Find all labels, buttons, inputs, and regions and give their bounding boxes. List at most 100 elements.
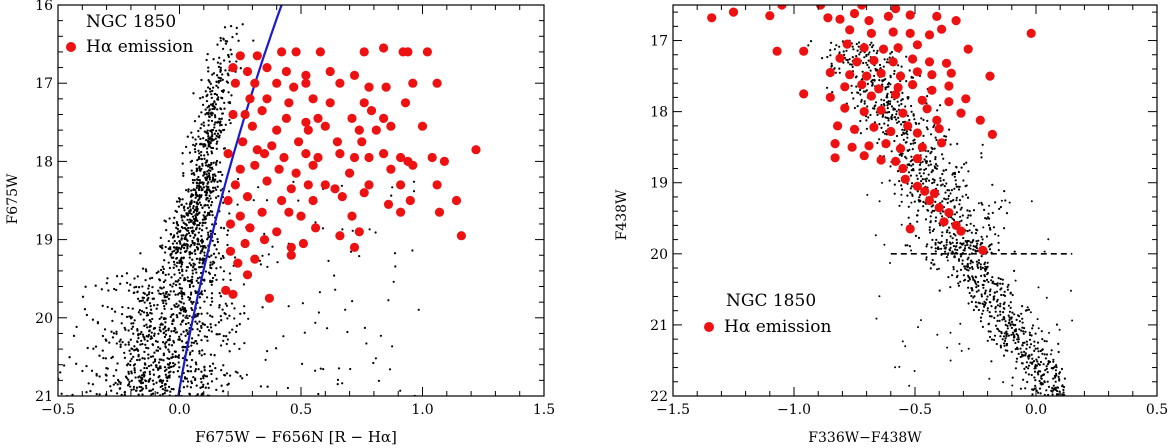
emission-star <box>422 47 432 57</box>
emission-star <box>223 149 233 159</box>
star-point <box>144 401 146 403</box>
star-point <box>222 59 226 62</box>
star-point <box>1045 353 1049 356</box>
star-point <box>198 403 200 405</box>
star-point <box>213 186 217 189</box>
star-point <box>962 236 965 240</box>
star-point <box>202 221 205 225</box>
emission-star <box>396 152 406 163</box>
left-black-stars <box>58 23 420 405</box>
star-point <box>971 275 974 278</box>
star-point <box>198 194 201 197</box>
star-point <box>999 282 1002 285</box>
star-point <box>967 256 970 259</box>
star-point <box>219 69 222 72</box>
star-point <box>193 144 197 147</box>
star-point <box>182 246 186 250</box>
star-point <box>1020 351 1023 354</box>
star-point <box>172 282 175 285</box>
star-point <box>201 248 204 251</box>
emission-star <box>912 181 923 191</box>
star-point <box>181 152 184 155</box>
star-point <box>206 52 209 56</box>
star-point <box>197 156 201 159</box>
star-point <box>1037 391 1040 394</box>
star-point <box>1006 285 1009 288</box>
star-point <box>217 81 220 84</box>
star-point <box>972 296 975 299</box>
star-point <box>207 185 210 189</box>
star-point <box>163 259 166 262</box>
star-point <box>170 330 173 333</box>
star-point <box>910 104 913 108</box>
emission-star <box>311 223 321 233</box>
star-point <box>236 203 239 206</box>
star-point <box>176 227 179 231</box>
star-point <box>931 209 934 212</box>
star-point <box>999 277 1002 281</box>
star-point <box>228 314 231 317</box>
star-point <box>1009 324 1012 327</box>
star-point <box>961 262 964 265</box>
emission-star <box>912 154 923 164</box>
star-point <box>170 276 173 279</box>
star-point <box>139 381 142 384</box>
star-point <box>1062 391 1065 394</box>
star-point <box>875 52 878 55</box>
star-point <box>945 182 948 185</box>
star-point <box>181 346 184 349</box>
star-point <box>211 263 214 266</box>
emission-star <box>859 151 869 161</box>
star-point <box>216 61 220 64</box>
star-point <box>1025 340 1028 343</box>
star-point <box>884 88 887 91</box>
star-point <box>201 224 204 227</box>
star-point <box>202 174 205 177</box>
star-point <box>204 386 207 389</box>
star-point <box>145 294 149 297</box>
star-point <box>161 265 164 268</box>
star-point <box>975 260 979 263</box>
star-point <box>185 359 188 362</box>
emission-star <box>857 5 867 10</box>
star-point <box>172 388 175 391</box>
star-point <box>374 231 377 234</box>
star-point <box>962 179 965 182</box>
star-point <box>261 306 264 309</box>
star-point <box>986 307 990 310</box>
emission-star <box>895 144 906 154</box>
star-point <box>202 214 205 217</box>
left-legend-marker <box>66 42 76 52</box>
star-point <box>1004 199 1007 202</box>
star-point <box>160 312 163 315</box>
star-point <box>213 123 216 126</box>
star-point <box>988 311 991 314</box>
star-point <box>195 142 198 146</box>
star-point <box>180 246 183 249</box>
star-point <box>1038 387 1042 390</box>
star-point <box>900 133 904 137</box>
star-point <box>1052 366 1055 369</box>
star-point <box>143 398 145 400</box>
star-point <box>809 40 813 43</box>
star-point <box>141 299 145 302</box>
star-point <box>124 343 127 346</box>
y-tick-label: 21 <box>650 318 668 334</box>
star-point <box>977 289 980 292</box>
star-point <box>1021 317 1024 320</box>
star-point <box>900 223 903 226</box>
star-point <box>176 232 179 235</box>
star-point <box>910 201 913 204</box>
star-point <box>981 312 984 315</box>
star-point <box>147 364 151 368</box>
star-point <box>215 188 218 191</box>
star-point <box>1033 344 1036 347</box>
star-point <box>908 148 911 151</box>
star-point <box>1036 318 1039 321</box>
star-point <box>204 270 208 273</box>
star-point <box>140 339 143 343</box>
star-point <box>962 242 965 245</box>
star-point <box>835 44 838 47</box>
star-point <box>132 385 136 389</box>
star-point <box>196 322 199 325</box>
